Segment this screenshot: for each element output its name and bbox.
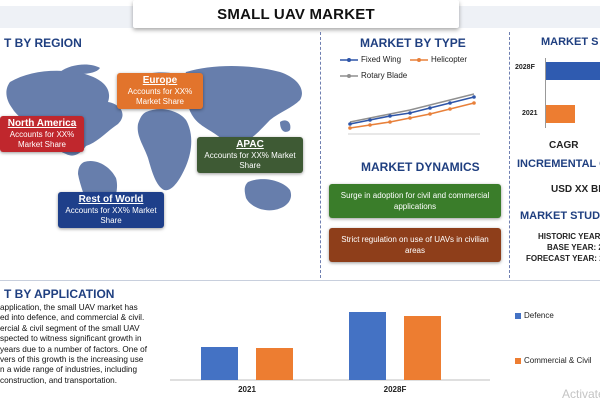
share-bar-label-2028f: 2028F bbox=[515, 64, 535, 71]
usd-value: USD XX BI bbox=[551, 184, 600, 195]
dynamics-restraint-box: Strict regulation on use of UAVs in civi… bbox=[329, 228, 501, 262]
fixed-wing-line-icon bbox=[340, 57, 358, 62]
region-name-rest-of-world: Rest of World bbox=[78, 194, 144, 205]
legend-defence: Defence bbox=[515, 311, 554, 320]
legend-helicopter-label: Helicopter bbox=[431, 55, 468, 64]
market-type-line-chart bbox=[348, 93, 480, 135]
application-paragraph: application, the small UAV market has ed… bbox=[0, 303, 152, 386]
region-name-north-america: North America bbox=[7, 118, 77, 129]
region-box-apac: APAC Accounts for XX% Market Share bbox=[197, 137, 303, 173]
legend-helicopter: Helicopter bbox=[410, 55, 467, 64]
historic-year: HISTORIC YEAR: bbox=[538, 232, 600, 241]
application-line: application, the small UAV market has bbox=[0, 303, 138, 312]
application-section-title: T BY APPLICATION bbox=[4, 287, 115, 301]
market-type-title: MARKET BY TYPE bbox=[360, 36, 466, 50]
divider-right bbox=[509, 32, 510, 278]
forecast-year: FORECAST YEAR: 20 bbox=[526, 254, 600, 263]
region-desc-rest-of-world: Accounts for XX% Market Share bbox=[65, 206, 157, 225]
application-line: construction, and transportation. bbox=[0, 375, 117, 385]
x-tick-label-2021: 2021 bbox=[238, 385, 256, 394]
region-name-apac: APAC bbox=[236, 139, 264, 150]
bar-commercial-civil-2021 bbox=[256, 348, 293, 380]
legend-commercial-civil: Commercial & Civil bbox=[515, 356, 592, 365]
bar-defence-2021 bbox=[201, 347, 238, 380]
region-desc-north-america: Accounts for XX% Market Share bbox=[9, 130, 75, 149]
dynamics-driver-box: Surge in adoption for civil and commerci… bbox=[329, 184, 501, 218]
legend-defence-label: Defence bbox=[524, 311, 554, 320]
rotary-blade-line-icon bbox=[340, 73, 358, 78]
application-line: vers of this growth is the increasing us… bbox=[0, 355, 144, 365]
application-line: spected to witness significant growth in bbox=[0, 334, 142, 344]
region-box-europe: Europe Accounts for XX% Market Share bbox=[117, 73, 203, 109]
share-bar-2028f bbox=[546, 62, 600, 80]
legend-commercial-civil-swatch bbox=[515, 357, 521, 364]
divider-horizontal bbox=[0, 280, 600, 281]
share-axis bbox=[545, 58, 546, 128]
legend-commercial-civil-label: Commercial & Civil bbox=[524, 356, 592, 365]
base-year: BASE YEAR: 20 bbox=[547, 243, 600, 252]
share-bar-2021 bbox=[546, 105, 575, 123]
legend-fixed-wing: Fixed Wing bbox=[340, 55, 401, 64]
activation-watermark: Activate bbox=[562, 387, 600, 401]
legend-defence-swatch bbox=[515, 312, 521, 319]
region-box-rest-of-world: Rest of World Accounts for XX% Market Sh… bbox=[58, 192, 164, 228]
legend-rotary-blade: Rotary Blade bbox=[340, 71, 407, 80]
region-name-europe: Europe bbox=[142, 75, 178, 86]
legend-rotary-blade-label: Rotary Blade bbox=[361, 71, 408, 80]
helicopter-line-icon bbox=[410, 57, 428, 62]
market-dynamics-title: MARKET DYNAMICS bbox=[361, 160, 480, 174]
region-section-title: T BY REGION bbox=[4, 36, 82, 50]
application-line: years due to a number of factors. One of bbox=[0, 344, 147, 354]
bar-commercial-civil-2028f bbox=[404, 316, 441, 380]
market-share-title: MARKET S bbox=[541, 36, 599, 48]
cagr-label: CAGR bbox=[549, 140, 579, 151]
legend-fixed-wing-label: Fixed Wing bbox=[361, 55, 402, 64]
application-bar-chart: 2021 2028F bbox=[170, 312, 490, 394]
divider-left bbox=[320, 32, 321, 278]
application-line: ercial & civil segment of the small UAV bbox=[0, 323, 140, 333]
application-line: ed into defence, and commercial & civil. bbox=[0, 313, 145, 323]
share-bar-label-2021: 2021 bbox=[522, 110, 538, 117]
region-box-north-america: North America Accounts for XX% Market Sh… bbox=[0, 116, 84, 152]
incremental-growth-title: INCREMENTAL G bbox=[517, 158, 600, 170]
region-desc-apac: Accounts for XX% Market Share bbox=[204, 151, 296, 170]
bar-defence-2028f bbox=[349, 312, 386, 380]
market-study-title: MARKET STUDY bbox=[520, 210, 600, 222]
application-line: n a wide range of industries, including bbox=[0, 365, 137, 375]
page-title: SMALL UAV MARKET bbox=[133, 0, 459, 28]
x-tick-label-2028f: 2028F bbox=[384, 385, 407, 394]
rotary-blade-series-line bbox=[349, 93, 475, 123]
region-desc-europe: Accounts for XX% Market Share bbox=[127, 87, 193, 106]
